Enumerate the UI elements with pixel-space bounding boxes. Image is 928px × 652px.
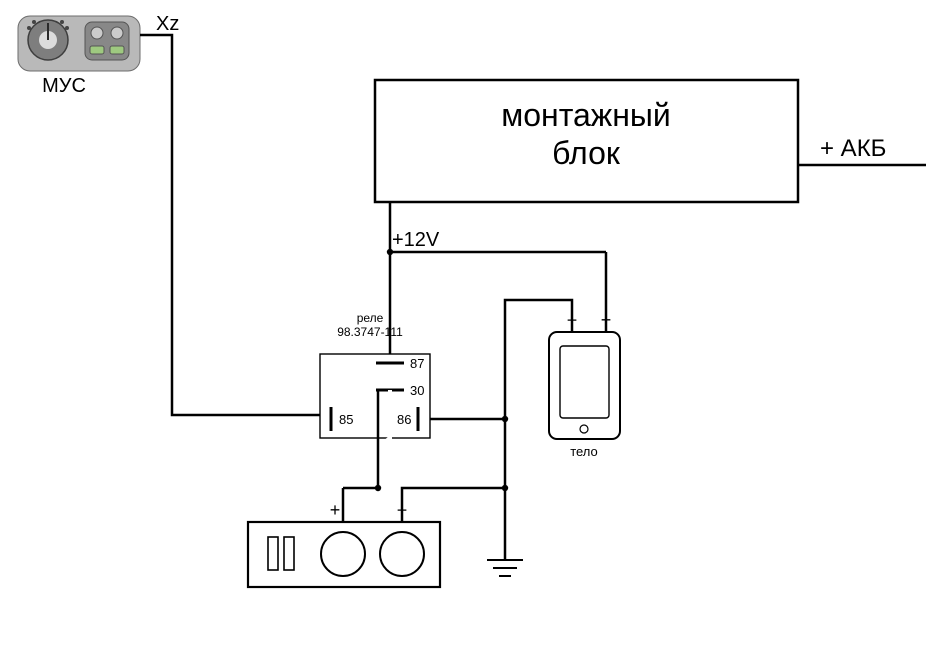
junction-12v bbox=[387, 249, 393, 255]
relay-87-label: 87 bbox=[410, 356, 424, 371]
socket-minus-label: − bbox=[397, 500, 408, 520]
relay-85-label: 85 bbox=[339, 412, 353, 427]
socket-slot-1 bbox=[268, 537, 278, 570]
junction-ground-branch bbox=[502, 485, 508, 491]
wire-30-to-socket-plus-v2 bbox=[343, 390, 366, 522]
ground-symbol bbox=[487, 560, 523, 576]
mounting-block-line1: монтажный bbox=[501, 97, 671, 133]
socket-plus-label: + bbox=[330, 500, 341, 520]
mus-module-image bbox=[18, 16, 140, 71]
phone-screen bbox=[560, 346, 609, 418]
phone-home-button bbox=[580, 425, 588, 433]
junction-30-drop bbox=[375, 485, 381, 491]
socket-circle-2 bbox=[380, 532, 424, 576]
akb-label: + АКБ bbox=[820, 135, 886, 162]
wire-86-to-phone-minus bbox=[505, 300, 572, 419]
phone-caption: тело bbox=[570, 444, 598, 459]
socket-circle-1 bbox=[321, 532, 365, 576]
xz-label: Xz bbox=[156, 13, 179, 35]
relay-name-label: реле bbox=[357, 311, 384, 325]
relay-30-label: 30 bbox=[410, 383, 424, 398]
phone-minus-label: − bbox=[567, 310, 578, 330]
mus-label: МУС bbox=[42, 75, 86, 97]
wiring-diagram: МУС Xz монтажный блок + АКБ +12V реле 98… bbox=[0, 0, 928, 652]
wire-socket-minus-to-ground bbox=[402, 488, 505, 522]
phone-plus-label: + bbox=[601, 310, 612, 330]
plus12v-label: +12V bbox=[392, 229, 440, 251]
socket-slot-2 bbox=[284, 537, 294, 570]
wire-xz-to-85 bbox=[140, 35, 320, 415]
relay-86-label: 86 bbox=[397, 412, 411, 427]
mounting-block-line2: блок bbox=[552, 135, 621, 171]
relay-part-label: 98.3747-111 bbox=[337, 325, 403, 339]
